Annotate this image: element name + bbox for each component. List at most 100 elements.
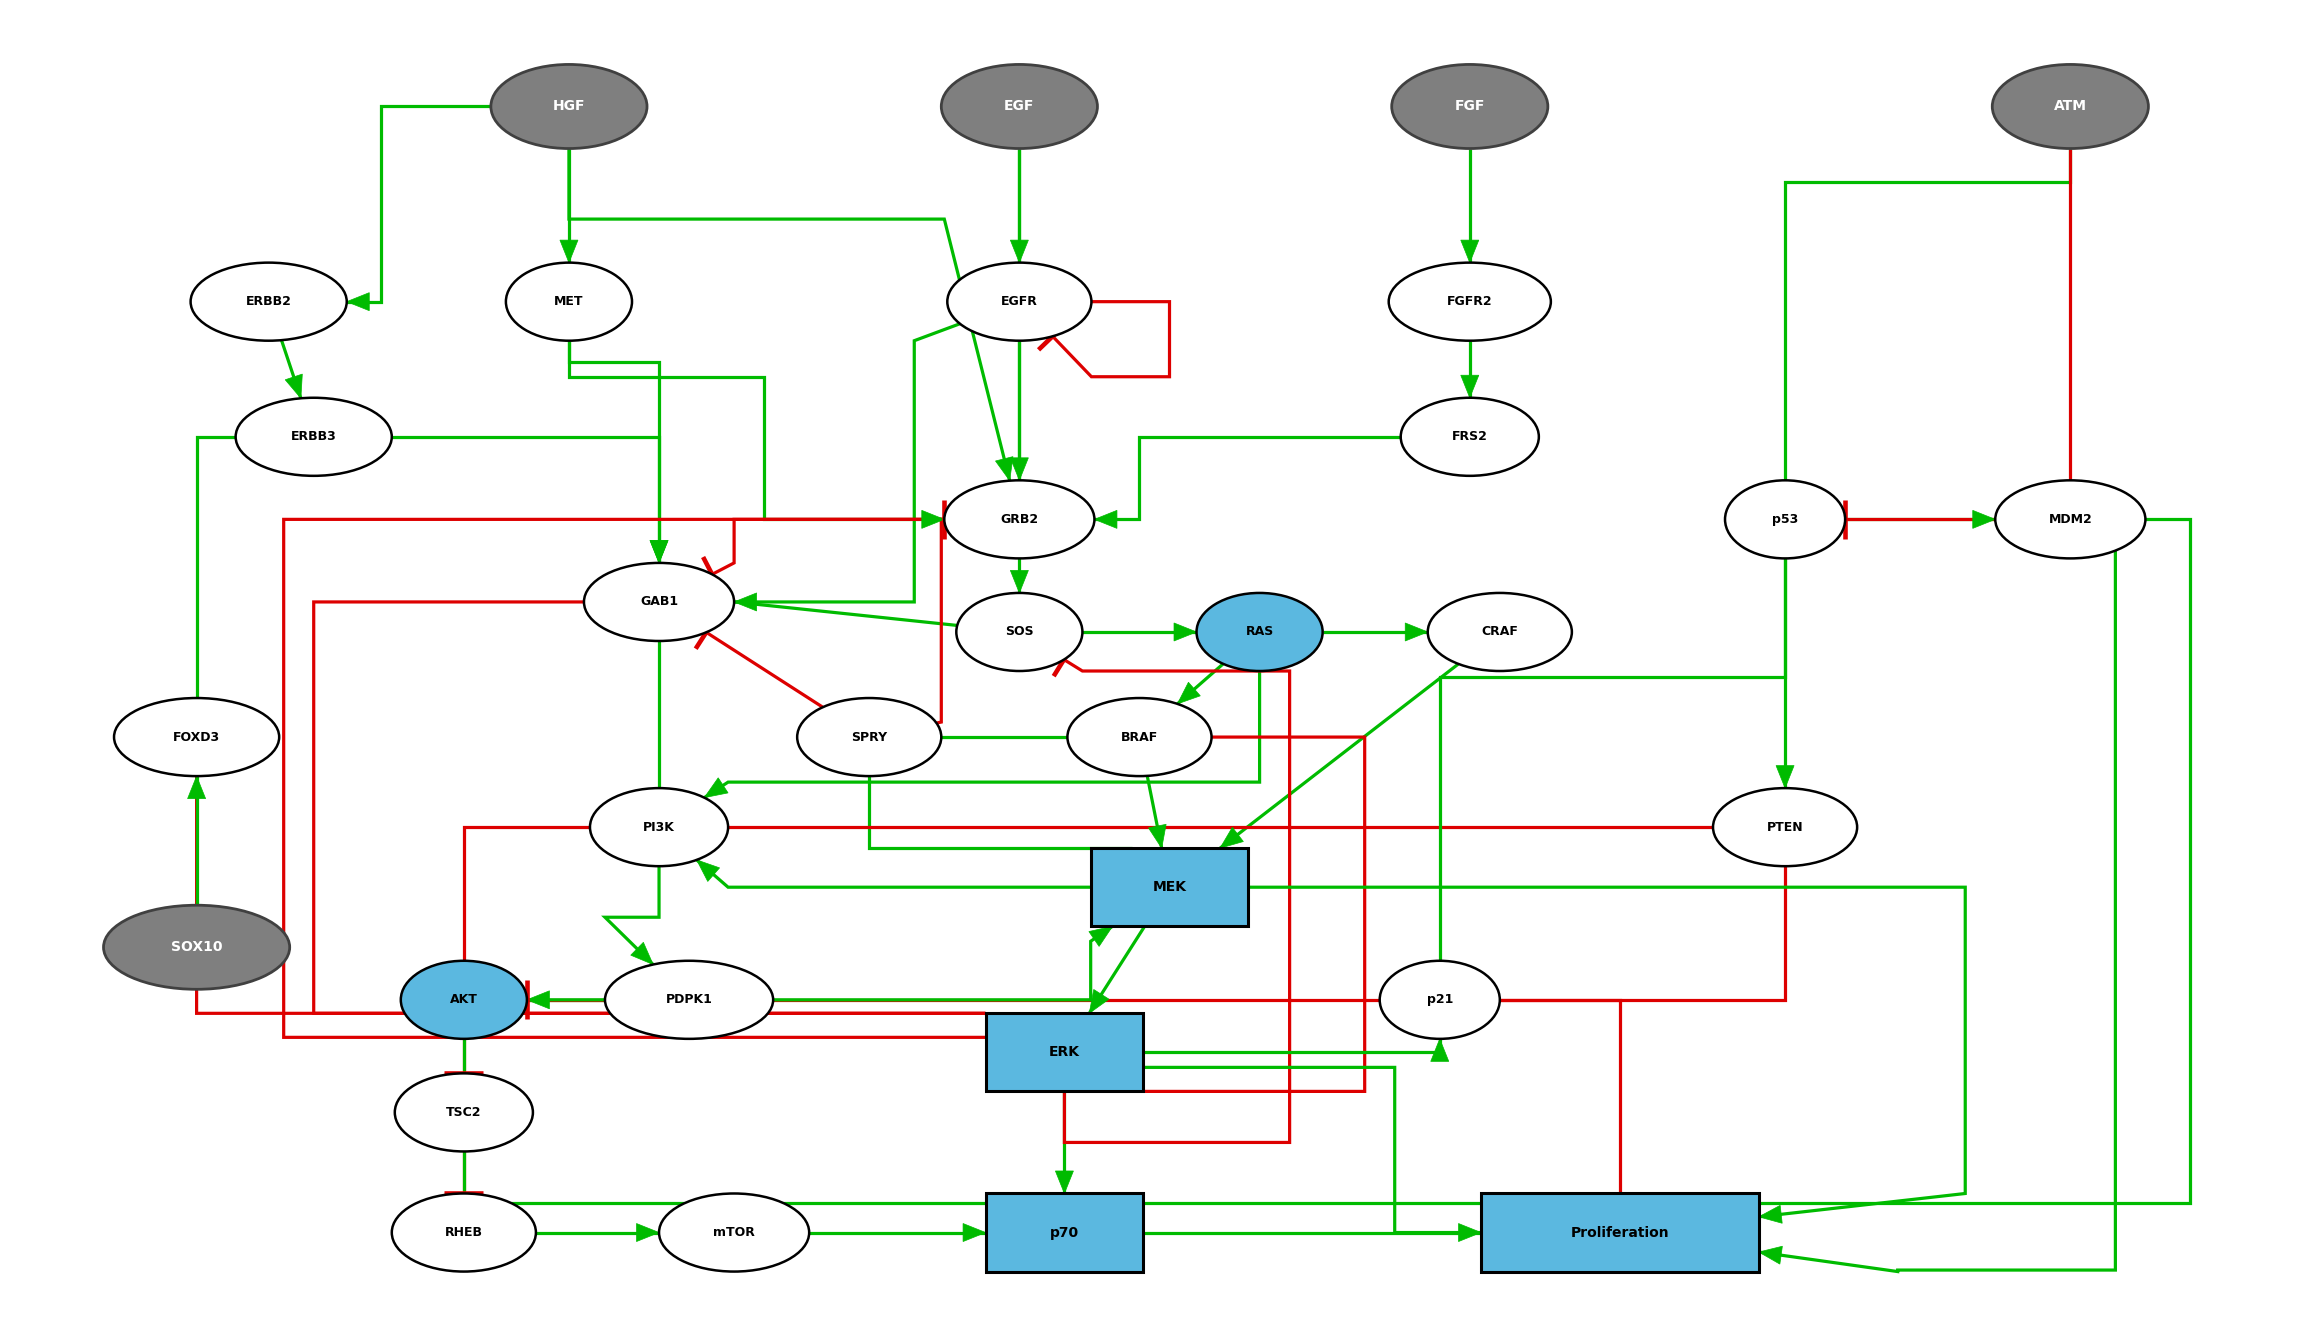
Text: ERBB2: ERBB2	[246, 295, 290, 308]
Text: BRAF: BRAF	[1120, 731, 1157, 744]
Text: SPRY: SPRY	[851, 731, 888, 744]
Ellipse shape	[955, 593, 1083, 671]
Ellipse shape	[583, 563, 734, 641]
Polygon shape	[1406, 624, 1427, 641]
Polygon shape	[1060, 624, 1083, 641]
Ellipse shape	[944, 481, 1095, 559]
Ellipse shape	[490, 65, 646, 148]
Text: FGF: FGF	[1455, 99, 1485, 114]
Text: ERBB3: ERBB3	[290, 430, 337, 444]
Ellipse shape	[1401, 397, 1538, 475]
Text: p21: p21	[1427, 993, 1452, 1006]
Polygon shape	[346, 293, 370, 311]
Ellipse shape	[1390, 262, 1550, 340]
Ellipse shape	[1992, 65, 2147, 148]
Polygon shape	[1462, 240, 1478, 262]
Text: RAS: RAS	[1246, 625, 1274, 638]
Text: ATM: ATM	[2054, 99, 2087, 114]
Polygon shape	[1459, 1223, 1480, 1242]
Polygon shape	[188, 776, 205, 798]
Text: EGFR: EGFR	[1002, 295, 1039, 308]
Ellipse shape	[1392, 65, 1548, 148]
Ellipse shape	[1427, 593, 1571, 671]
Text: FOXD3: FOXD3	[172, 731, 221, 744]
Polygon shape	[1174, 624, 1197, 641]
Ellipse shape	[235, 397, 393, 475]
Polygon shape	[1759, 1205, 1783, 1223]
Polygon shape	[651, 540, 667, 563]
Ellipse shape	[590, 788, 727, 866]
Polygon shape	[704, 777, 727, 797]
Text: FRS2: FRS2	[1452, 430, 1487, 444]
Text: RHEB: RHEB	[444, 1226, 483, 1239]
Ellipse shape	[114, 698, 279, 776]
Polygon shape	[630, 943, 653, 964]
Polygon shape	[1178, 682, 1199, 704]
Bar	[985, 1193, 1143, 1271]
Ellipse shape	[105, 906, 290, 989]
Polygon shape	[1776, 765, 1794, 788]
Text: HGF: HGF	[553, 99, 586, 114]
Text: GAB1: GAB1	[639, 596, 679, 609]
Ellipse shape	[1996, 481, 2145, 559]
Polygon shape	[995, 457, 1013, 481]
Text: mTOR: mTOR	[713, 1226, 755, 1239]
Polygon shape	[1011, 458, 1030, 481]
Text: GRB2: GRB2	[999, 512, 1039, 526]
Text: PTEN: PTEN	[1766, 821, 1803, 834]
Text: Proliferation: Proliferation	[1571, 1226, 1669, 1239]
Ellipse shape	[395, 1074, 532, 1152]
Polygon shape	[560, 240, 579, 262]
Polygon shape	[1148, 825, 1167, 849]
Bar	[1480, 1193, 1759, 1271]
Polygon shape	[962, 1223, 985, 1242]
Polygon shape	[1095, 510, 1118, 528]
Text: MEK: MEK	[1153, 880, 1188, 894]
Ellipse shape	[797, 698, 941, 776]
Ellipse shape	[941, 65, 1097, 148]
Text: EGF: EGF	[1004, 99, 1034, 114]
Text: FGFR2: FGFR2	[1448, 295, 1492, 308]
Text: MET: MET	[553, 295, 583, 308]
Polygon shape	[734, 593, 758, 610]
Ellipse shape	[948, 262, 1092, 340]
Polygon shape	[1055, 1170, 1074, 1193]
Text: TSC2: TSC2	[446, 1106, 481, 1119]
Text: SOS: SOS	[1004, 625, 1034, 638]
Ellipse shape	[507, 262, 632, 340]
Ellipse shape	[604, 961, 774, 1039]
Polygon shape	[1973, 510, 1996, 528]
Polygon shape	[1462, 375, 1478, 397]
Ellipse shape	[1067, 698, 1211, 776]
Text: ERK: ERK	[1048, 1046, 1081, 1059]
Ellipse shape	[393, 1193, 537, 1271]
Ellipse shape	[1380, 961, 1499, 1039]
Polygon shape	[651, 540, 667, 563]
Polygon shape	[1090, 927, 1113, 947]
Ellipse shape	[1713, 788, 1857, 866]
Ellipse shape	[660, 1193, 809, 1271]
Text: SOX10: SOX10	[172, 940, 223, 955]
Text: AKT: AKT	[451, 993, 479, 1006]
Polygon shape	[528, 990, 548, 1009]
Ellipse shape	[191, 262, 346, 340]
Polygon shape	[1759, 1246, 1783, 1264]
Polygon shape	[1220, 828, 1243, 849]
Polygon shape	[1090, 989, 1109, 1013]
Polygon shape	[1011, 240, 1030, 262]
Polygon shape	[1432, 1039, 1448, 1062]
Text: PDPK1: PDPK1	[665, 993, 713, 1006]
Text: PI3K: PI3K	[644, 821, 674, 834]
Ellipse shape	[1197, 593, 1322, 671]
Polygon shape	[637, 1223, 660, 1242]
Text: p53: p53	[1771, 512, 1799, 526]
Bar	[985, 1013, 1143, 1091]
Bar	[1090, 849, 1248, 927]
Polygon shape	[923, 510, 944, 528]
Text: CRAF: CRAF	[1480, 625, 1518, 638]
Polygon shape	[1011, 571, 1030, 593]
Text: MDM2: MDM2	[2047, 512, 2092, 526]
Text: p70: p70	[1050, 1226, 1078, 1239]
Polygon shape	[697, 859, 720, 882]
Ellipse shape	[1724, 481, 1845, 559]
